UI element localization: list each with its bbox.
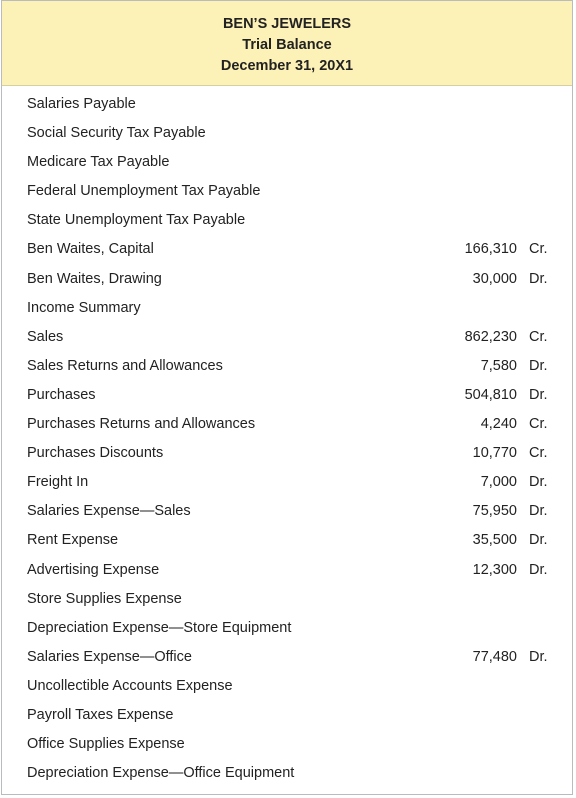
table-row: Sales 862,230 Cr.: [2, 323, 572, 352]
balance-amount: 504,810: [464, 386, 517, 403]
balance-side: Dr.: [529, 503, 548, 520]
balance-amount: 7,000: [480, 474, 517, 491]
account-name: Federal Unemployment Tax Payable: [27, 183, 261, 200]
account-name: Rent Expense: [27, 532, 119, 549]
table-row: Advertising Expense 12,300 Dr.: [2, 556, 572, 585]
account-name: Salaries Expense—Office: [27, 648, 192, 665]
table-row: Federal Unemployment Tax Payable: [2, 177, 572, 206]
balance-side: Dr.: [529, 561, 548, 578]
account-name: Purchases Returns and Allowances: [27, 416, 256, 433]
table-row: Payroll Taxes Expense: [2, 701, 572, 730]
balance-amount: 7,580: [480, 357, 517, 374]
table-row: Purchases 504,810 Dr.: [2, 381, 572, 410]
table-row: Rent Expense 35,500 Dr.: [2, 526, 572, 555]
table-row: Ben Waites, Drawing 30,000 Dr.: [2, 265, 572, 294]
account-name: Sales Returns and Allowances: [27, 357, 223, 374]
table-row: State Unemployment Tax Payable: [2, 206, 572, 235]
balance-side: Cr.: [529, 241, 548, 258]
account-name: Salaries Payable: [27, 96, 136, 112]
balance-side: Dr.: [529, 270, 548, 287]
balance-side: Cr.: [529, 328, 548, 345]
balance-amount: 12,300: [472, 561, 517, 578]
balance-amount: 10,770: [472, 445, 517, 462]
table-row: Store Supplies Expense: [2, 585, 572, 614]
table-row: Purchases Discounts 10,770 Cr.: [2, 439, 572, 468]
balance-amount: 166,310: [464, 241, 517, 258]
report-title: Trial Balance: [242, 37, 332, 53]
balance-side: Dr.: [529, 386, 548, 403]
account-name: Depreciation Expense—Office Equipment: [27, 765, 295, 782]
account-name: Freight In: [27, 474, 89, 491]
account-name: Salaries Expense—Sales: [27, 503, 191, 520]
balance-amount: 35,500: [472, 532, 517, 549]
account-name: Uncollectible Accounts Expense: [27, 677, 233, 694]
account-name: Payroll Taxes Expense: [27, 706, 174, 723]
account-name: Social Security Tax Payable: [27, 125, 206, 142]
account-name: Depreciation Expense—Store Equipment: [27, 619, 292, 636]
account-name: Ben Waites, Capital: [27, 241, 154, 258]
account-name: Ben Waites, Drawing: [27, 270, 162, 287]
balance-side: Cr.: [529, 445, 548, 462]
balance-side: Dr.: [529, 474, 548, 491]
balance-amount: 4,240: [480, 416, 517, 433]
table-header: BEN’S JEWELERS Trial Balance December 31…: [2, 1, 572, 86]
table-row: Uncollectible Accounts Expense: [2, 672, 572, 701]
table-row: Depreciation Expense—Office Equipment: [2, 759, 572, 788]
table-row: Freight In 7,000 Dr.: [2, 468, 572, 497]
account-rows: Salaries Payable Social Security Tax Paya…: [2, 86, 572, 788]
balance-side: Dr.: [529, 648, 548, 665]
table-row: Income Summary: [2, 294, 572, 323]
table-row: Ben Waites, Capital 166,310 Cr.: [2, 235, 572, 264]
account-name: Office Supplies Expense: [27, 736, 185, 753]
account-name: Store Supplies Expense: [27, 590, 182, 607]
account-name: Advertising Expense: [27, 561, 160, 578]
table-row: Salaries Expense—Office 77,480 Dr.: [2, 643, 572, 672]
company-name: BEN’S JEWELERS: [222, 16, 352, 32]
account-name: Purchases: [27, 386, 96, 403]
account-name: State Unemployment Tax Payable: [27, 212, 246, 229]
balance-amount: 30,000: [472, 270, 517, 287]
account-name: Medicare Tax Payable: [27, 154, 170, 171]
balance-side: Cr.: [529, 416, 548, 433]
account-name: Purchases Discounts: [27, 445, 164, 462]
table-row: Salaries Expense—Sales 75,950 Dr.: [2, 497, 572, 526]
table-row: Medicare Tax Payable: [2, 148, 572, 177]
account-name: Sales: [27, 328, 64, 345]
account-name: Income Summary: [27, 299, 141, 316]
balance-amount: 77,480: [472, 648, 517, 665]
table-row: Sales Returns and Allowances 7,580 Dr.: [2, 352, 572, 381]
balance-amount: 862,230: [464, 328, 517, 345]
table-row: Social Security Tax Payable: [2, 119, 572, 148]
balance-side: Dr.: [529, 357, 548, 374]
table-row: Purchases Returns and Allowances 4,240 Cr.: [2, 410, 572, 439]
table-row: Depreciation Expense—Store Equipment: [2, 614, 572, 643]
table-row: Office Supplies Expense: [2, 730, 572, 759]
report-date: December 31, 20X1: [220, 58, 354, 74]
balance-amount: 75,950: [472, 503, 517, 520]
balance-side: Dr.: [529, 532, 548, 549]
table-row: Salaries Payable: [2, 90, 572, 119]
